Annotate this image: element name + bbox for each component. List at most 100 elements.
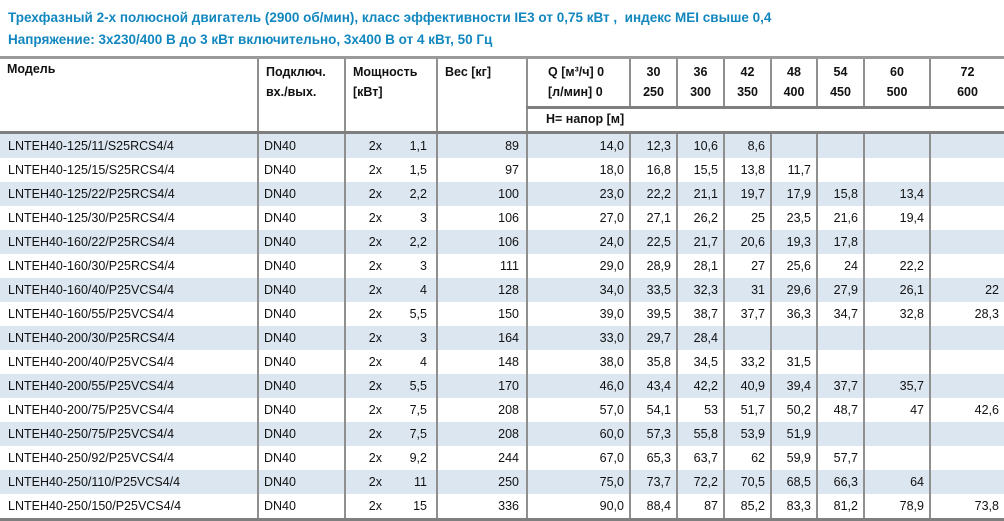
head-at-q72-cell: 28,3 [929,302,1004,326]
power-multiplier-label: 2x [368,187,382,201]
head-at-q36-cell: 34,5 [676,350,724,374]
head-at-q36-cell: 63,7 [676,446,724,470]
head-at-q60-cell: 19,4 [863,206,930,230]
page-title-line1: Трехфазный 2-х полюсной двигатель (2900 … [8,10,772,25]
head-at-q42-cell: 70,5 [723,470,771,494]
flow-m3h-value: 42 [740,65,755,79]
head-at-q72-cell [929,326,1004,350]
head-at-q0-cell: 38,0 [526,350,630,374]
head-at-q42-cell: 13,8 [723,158,771,182]
head-at-q42-cell: 40,9 [723,374,771,398]
connection-cell: DN40 [257,422,345,446]
model-cell: LNTEH40-250/150/P25VCS4/4 [0,494,258,521]
page-title-line2: Напряжение: 3х230/400 В до 3 кВт включит… [8,32,493,47]
connection-cell: DN40 [257,398,345,422]
table-row: LNTEH40-125/30/P25RCS4/4 DN40 2x 3 106 27… [0,206,1004,230]
connection-cell: DN40 [257,302,345,326]
table-body: LNTEH40-125/11/S25RCS4/4 DN40 2x 1,1 89 1… [0,132,1004,521]
head-at-q72-cell [929,206,1004,230]
power-cell: 2x 3 [344,326,437,350]
model-cell: LNTEH40-200/30/P25RCS4/4 [0,326,258,350]
head-at-q42-cell: 62 [723,446,771,470]
head-at-q54-cell [816,422,864,446]
column-header-flow-54: 54 450 [816,57,864,109]
model-cell: LNTEH40-200/40/P25VCS4/4 [0,350,258,374]
model-cell: LNTEH40-250/75/P25VCS4/4 [0,422,258,446]
power-multiplier-label: 2x [368,427,382,441]
head-at-q30-cell: 39,5 [629,302,677,326]
head-at-q54-cell: 24 [816,254,864,278]
head-at-q48-cell: 25,6 [770,254,817,278]
header-row-sub: Н= напор [м] [0,107,1004,134]
flow-lmin-value: 500 [886,85,908,99]
head-at-q0-cell: 57,0 [526,398,630,422]
head-at-q36-cell: 87 [676,494,724,521]
head-at-q48-cell [770,132,817,158]
head-at-q54-cell [816,326,864,350]
column-header-weight: Вес [кг] [436,57,527,134]
weight-cell: 128 [436,278,527,302]
column-header-flow-30: 30 250 [629,57,677,109]
head-at-q30-cell: 35,8 [629,350,677,374]
table-header: Модель Подключ. вх./вых. Мощность [кВт] … [0,57,1004,134]
column-header-model-label: Модель [7,62,56,76]
power-label-line2: [кВт] [353,85,383,99]
flow-m3h-value: 36 [693,65,708,79]
head-at-q0-cell: 18,0 [526,158,630,182]
head-at-q42-cell: 51,7 [723,398,771,422]
head-at-q30-cell: 16,8 [629,158,677,182]
head-at-q48-cell: 68,5 [770,470,817,494]
model-cell: LNTEH40-160/30/P25RCS4/4 [0,254,258,278]
flow-m3h-value: 72 [960,65,975,79]
connection-cell: DN40 [257,494,345,521]
head-at-q42-cell [723,326,771,350]
table-row: LNTEH40-200/55/P25VCS4/4 DN40 2x 5,5 170 … [0,374,1004,398]
power-label-line1: Мощность [353,65,418,79]
head-at-q60-cell [863,132,930,158]
power-value: 9,2 [409,451,427,465]
head-at-q48-cell: 59,9 [770,446,817,470]
head-at-q42-cell: 27 [723,254,771,278]
head-at-q48-cell: 19,3 [770,230,817,254]
flow-lmin-value: 400 [783,85,805,99]
power-cell: 2x 5,5 [344,374,437,398]
connection-cell: DN40 [257,158,345,182]
head-at-q36-cell: 53 [676,398,724,422]
power-multiplier-label: 2x [368,475,382,489]
head-at-q60-cell: 22,2 [863,254,930,278]
power-multiplier-label: 2x [368,235,382,249]
flow-m3h-label: Q [м³/ч] 0 [548,65,605,79]
head-at-q42-cell: 31 [723,278,771,302]
power-value: 1,1 [409,139,427,153]
head-at-q36-cell: 10,6 [676,132,724,158]
column-header-power: Мощность [кВт] [344,57,437,134]
weight-cell: 106 [436,206,527,230]
flow-lmin-value: 300 [690,85,711,99]
head-at-q36-cell: 32,3 [676,278,724,302]
head-at-q72-cell [929,182,1004,206]
head-at-q60-cell [863,446,930,470]
head-at-q48-cell: 29,6 [770,278,817,302]
column-header-flow-72: 72 600 [929,57,1004,109]
column-header-flow-36: 36 300 [676,57,724,109]
head-at-q30-cell: 22,2 [629,182,677,206]
model-cell: LNTEH40-200/55/P25VCS4/4 [0,374,258,398]
table-row: LNTEH40-160/22/P25RCS4/4 DN40 2x 2,2 106 … [0,230,1004,254]
head-at-q48-cell: 31,5 [770,350,817,374]
head-at-q42-cell: 85,2 [723,494,771,521]
head-at-q0-cell: 24,0 [526,230,630,254]
head-at-q0-cell: 33,0 [526,326,630,350]
head-at-q54-cell [816,158,864,182]
head-at-q0-cell: 14,0 [526,132,630,158]
head-at-q42-cell: 19,7 [723,182,771,206]
head-at-q48-cell: 51,9 [770,422,817,446]
table-row: LNTEH40-250/92/P25VCS4/4 DN40 2x 9,2 244 … [0,446,1004,470]
table-row: LNTEH40-200/30/P25RCS4/4 DN40 2x 3 164 33… [0,326,1004,350]
power-value: 5,5 [409,307,427,321]
head-at-q60-cell [863,350,930,374]
model-cell: LNTEH40-250/92/P25VCS4/4 [0,446,258,470]
head-at-q60-cell: 13,4 [863,182,930,206]
column-header-flow-48: 48 400 [770,57,817,109]
power-value: 7,5 [409,403,427,417]
head-at-q30-cell: 57,3 [629,422,677,446]
